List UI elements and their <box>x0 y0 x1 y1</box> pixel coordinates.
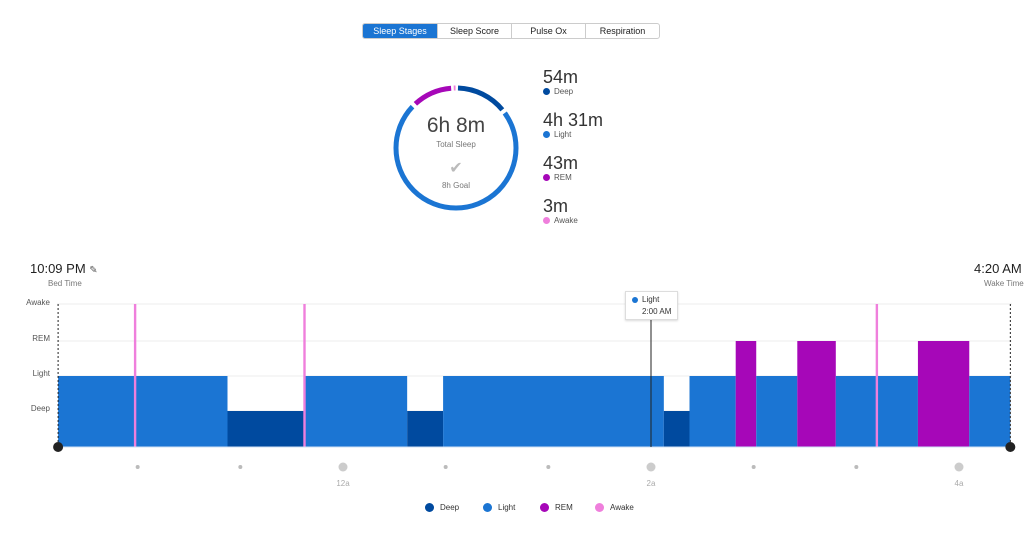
hour-tick <box>954 462 964 472</box>
pencil-icon[interactable]: ✎ <box>89 265 98 276</box>
tab-pulse-ox[interactable]: Pulse Ox <box>511 24 585 38</box>
legend-rem: REM <box>540 503 573 512</box>
rem-dot-icon <box>540 503 549 512</box>
minor-tick <box>751 465 756 469</box>
segment-light <box>58 376 228 447</box>
y-label-deep: Deep <box>30 404 50 413</box>
segment-awake <box>303 304 306 447</box>
total-sleep-label: Total Sleep <box>436 140 476 149</box>
legend-awake: Awake <box>595 503 634 512</box>
tab-respiration[interactable]: Respiration <box>585 24 659 38</box>
segment-awake <box>875 304 879 447</box>
view-tabs: Sleep Stages Sleep Score Pulse Ox Respir… <box>362 23 660 39</box>
bed-time-label: Bed Time <box>48 279 82 288</box>
segment-rem <box>735 341 757 447</box>
segment-awake <box>133 304 137 447</box>
x-label-12a: 12a <box>336 479 350 488</box>
bed-icon <box>53 442 64 452</box>
check-icon: ✔ <box>449 160 463 177</box>
segment-deep <box>227 411 305 447</box>
total-sleep-value: 6h 8m <box>426 114 486 137</box>
stat-rem: 43m REM <box>543 153 578 182</box>
stat-label: Deep <box>554 87 574 96</box>
y-label-light: Light <box>32 369 50 378</box>
segment-light <box>969 376 1011 447</box>
light-dot-icon <box>632 296 638 303</box>
legend-light: Light <box>483 503 515 512</box>
stat-label: Light <box>554 130 572 139</box>
hour-tick <box>646 462 656 472</box>
stat-value: 43m <box>543 153 579 173</box>
alarm-clock-icon <box>1005 442 1016 452</box>
y-label-rem: REM <box>32 334 50 343</box>
y-label-awake: Awake <box>26 298 50 307</box>
deep-dot-icon <box>543 88 550 95</box>
sleep-stage-chart[interactable] <box>0 0 1024 480</box>
stat-light: 4h 31m Light <box>543 110 603 139</box>
sleep-ring <box>393 85 519 211</box>
x-label-4a: 4a <box>954 479 964 488</box>
stat-value: 3m <box>543 196 569 216</box>
segment-light <box>756 376 798 447</box>
light-dot-icon <box>483 503 492 512</box>
x-label-2a: 2a <box>646 479 656 488</box>
minor-tick <box>135 465 140 469</box>
minor-tick <box>546 465 551 469</box>
segment-light <box>443 376 664 447</box>
legend-deep: Deep <box>425 503 459 512</box>
segment-deep <box>407 411 444 447</box>
bed-time-value: 10:09 PM ✎ <box>30 261 98 276</box>
light-dot-icon <box>543 131 550 138</box>
chart-tooltip: Light 2:00 AM <box>625 291 679 320</box>
stat-value: 54m <box>543 67 579 87</box>
minor-tick <box>443 465 448 469</box>
tooltip-time: 2:00 AM <box>642 307 672 316</box>
awake-dot-icon <box>543 217 550 224</box>
segment-rem <box>917 341 970 447</box>
deep-dot-icon <box>425 503 434 512</box>
tooltip-stage: Light <box>642 295 660 304</box>
segment-light <box>689 376 736 447</box>
stat-label: Awake <box>554 216 578 225</box>
segment-rem <box>797 341 836 447</box>
minor-tick <box>854 465 859 469</box>
stat-awake: 3m Awake <box>543 196 578 225</box>
awake-dot-icon <box>595 503 604 512</box>
stat-label: REM <box>554 173 572 182</box>
tab-sleep-stages[interactable]: Sleep Stages <box>363 24 437 38</box>
minor-tick <box>238 465 243 469</box>
goal-label: 8h Goal <box>441 181 471 190</box>
hour-tick <box>338 462 348 472</box>
wake-time-label: Wake Time <box>984 279 1024 288</box>
ring-segment-light <box>393 85 519 211</box>
wake-time-value: 4:20 AM <box>974 261 1022 276</box>
segment-deep <box>663 411 690 447</box>
stat-value: 4h 31m <box>543 110 604 130</box>
tab-sleep-score[interactable]: Sleep Score <box>437 24 511 38</box>
segment-light <box>304 376 408 447</box>
rem-dot-icon <box>543 174 550 181</box>
stat-deep: 54m Deep <box>543 67 578 96</box>
